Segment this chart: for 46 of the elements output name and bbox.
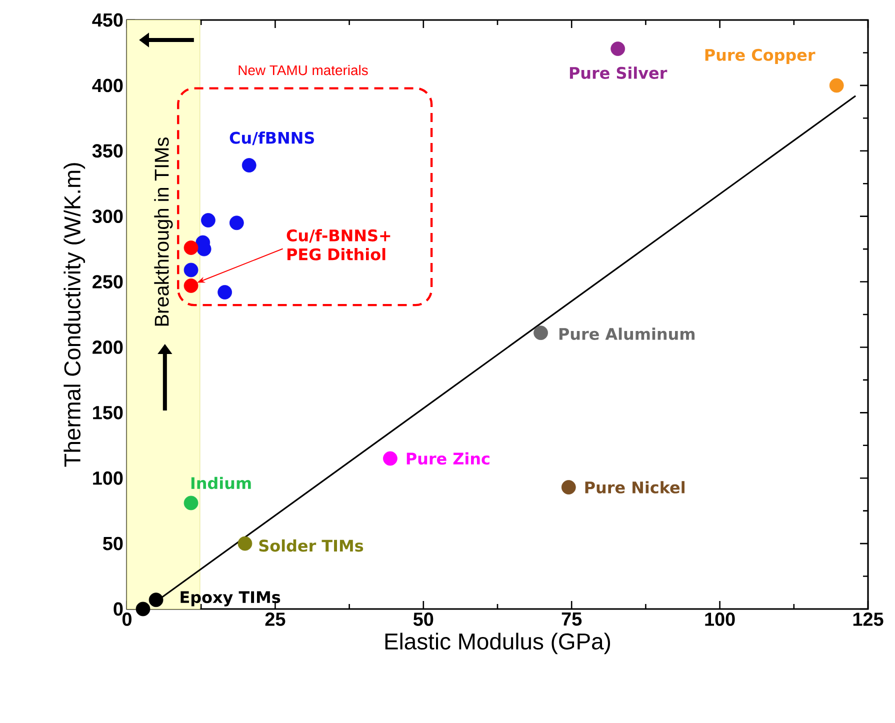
x-tick-label: 50 xyxy=(413,612,434,626)
series-label: Pure Silver xyxy=(570,66,668,79)
y-tick-label: 250 xyxy=(92,275,123,288)
annotation: New TAMU materials xyxy=(238,64,368,76)
point xyxy=(829,78,844,93)
y-tick-label: 400 xyxy=(92,78,123,92)
point xyxy=(229,216,244,230)
y-tick-label: 350 xyxy=(92,144,123,158)
series-label: Cu/fBNNS xyxy=(230,131,314,146)
point xyxy=(561,480,576,494)
x-tick-label: 75 xyxy=(562,612,582,626)
x-tick-label: 0 xyxy=(122,612,132,626)
series-label: Pure Copper xyxy=(705,48,816,64)
y-tick-label: 300 xyxy=(92,210,123,224)
text: Cu/f-BNNS+ PEG Dithiol xyxy=(286,229,390,260)
y-tick-label: 450 xyxy=(92,13,123,27)
band-label: Breakthrough in TIMs xyxy=(154,138,173,326)
y-tick-label: 50 xyxy=(103,536,123,550)
series-label: Pure Nickel xyxy=(585,481,684,494)
y-tick-label: 150 xyxy=(93,406,123,420)
y-tick-label: 200 xyxy=(92,340,123,354)
point xyxy=(148,592,164,608)
x-axis-title: Elastic Modulus (GPa) xyxy=(385,632,610,654)
point xyxy=(534,326,548,340)
point xyxy=(184,278,198,293)
y-tick-label: 100 xyxy=(93,471,123,485)
legend-label: Epoxy TIMs xyxy=(180,591,280,606)
point xyxy=(184,240,198,255)
point xyxy=(184,262,198,278)
y-axis-title: Thermal Conductivity (W/K.m) xyxy=(64,163,86,467)
x-tick-label: 100 xyxy=(705,612,735,626)
series-label: Solder TIMs xyxy=(259,539,364,552)
series-label: Pure Zinc xyxy=(406,452,490,465)
point xyxy=(201,213,216,228)
series-label: Indium xyxy=(191,476,251,490)
point xyxy=(184,496,198,510)
x-tick-label: 125 xyxy=(853,612,884,626)
point xyxy=(383,451,398,466)
point xyxy=(610,42,626,56)
point xyxy=(242,158,256,172)
y-tick-label: 0 xyxy=(114,602,123,616)
x-tick-label: 25 xyxy=(265,612,286,626)
point xyxy=(218,285,232,300)
point xyxy=(136,602,150,616)
series-label: Pure Aluminum xyxy=(559,328,694,340)
point xyxy=(238,536,252,551)
